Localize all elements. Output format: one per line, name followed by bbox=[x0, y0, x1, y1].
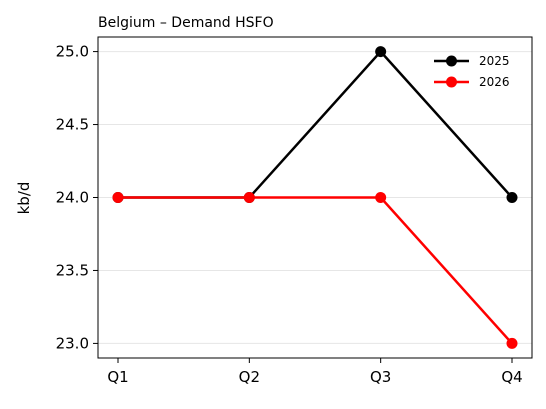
y-tick-label: 24.0 bbox=[56, 189, 89, 207]
x-axis: Q1 Q2 Q3 Q4 bbox=[107, 358, 523, 386]
legend-entry-2025: 2025 bbox=[434, 54, 510, 68]
data-point bbox=[112, 192, 124, 203]
x-tick-label: Q3 bbox=[370, 368, 391, 386]
legend-label: 2026 bbox=[479, 75, 510, 89]
y-tick-label: 25.0 bbox=[56, 43, 89, 61]
y-tick-label: 23.5 bbox=[56, 261, 89, 279]
legend: 2025 2026 bbox=[434, 54, 510, 89]
chart-title: Belgium – Demand HSFO bbox=[98, 15, 274, 31]
x-tick-label: Q1 bbox=[107, 368, 128, 386]
y-axis-label: kb/d bbox=[15, 182, 33, 215]
x-tick-label: Q2 bbox=[239, 368, 260, 386]
series-lines bbox=[112, 46, 518, 349]
legend-label: 2025 bbox=[479, 54, 510, 68]
series-line-2026 bbox=[118, 196, 513, 345]
legend-marker bbox=[446, 76, 457, 88]
data-point bbox=[506, 192, 518, 203]
series-2026 bbox=[112, 192, 518, 349]
y-tick-label: 24.5 bbox=[56, 116, 89, 134]
y-tick-label: 23.0 bbox=[56, 334, 89, 352]
data-point bbox=[506, 337, 518, 349]
y-axis: 23.0 23.5 24.0 24.5 25.0 bbox=[56, 43, 98, 352]
data-point bbox=[243, 192, 255, 203]
data-point bbox=[375, 46, 387, 58]
legend-marker bbox=[446, 55, 457, 67]
data-point bbox=[375, 192, 387, 203]
x-tick-label: Q4 bbox=[501, 368, 522, 386]
legend-entry-2026: 2026 bbox=[434, 75, 510, 89]
